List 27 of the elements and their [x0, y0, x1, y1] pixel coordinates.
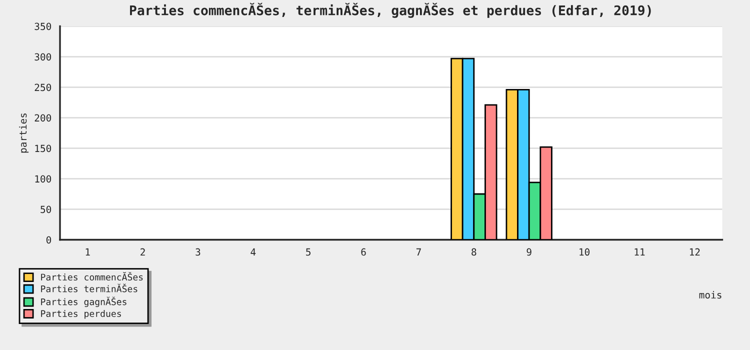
x-tick-label: 1 — [86, 248, 90, 256]
y-tick-label: 0 — [46, 236, 52, 244]
legend-label: Parties gagnĂŠes — [41, 296, 126, 308]
x-tick-label: 9 — [526, 248, 532, 256]
x-tick-label: 6 — [361, 248, 366, 256]
x-tick-label: 7 — [416, 248, 421, 256]
x-axis-title: mois — [699, 291, 722, 299]
x-tick-label: 3 — [196, 248, 200, 256]
x-tick-label: 5 — [306, 248, 310, 256]
x-tick-label: 4 — [250, 248, 256, 256]
x-tick-label: 10 — [580, 248, 590, 256]
x-tick-label: 12 — [690, 248, 700, 256]
y-tick-label: 50 — [40, 206, 52, 214]
legend-label: Parties perdues — [41, 310, 121, 319]
y-tick-label: 200 — [34, 114, 52, 122]
x-tick-label: 2 — [140, 248, 145, 256]
y-tick-label: 150 — [35, 144, 52, 152]
y-axis-title: parties — [19, 113, 29, 153]
y-tick-label: 100 — [35, 175, 52, 183]
x-tick-label: 8 — [472, 248, 476, 256]
y-tick-label: 250 — [34, 84, 52, 92]
chart-title: Parties commencĂŠes, terminĂŠes, gagnĂŠes et perdues (Edfar, 2019) — [130, 2, 651, 18]
y-tick-label: 350 — [34, 22, 52, 30]
y-tick-label: 300 — [34, 53, 52, 61]
legend-label: Parties commencĂŠes — [41, 272, 143, 281]
legend-label: Parties terminĂŠes — [41, 284, 138, 292]
x-tick-label: 11 — [634, 248, 645, 256]
